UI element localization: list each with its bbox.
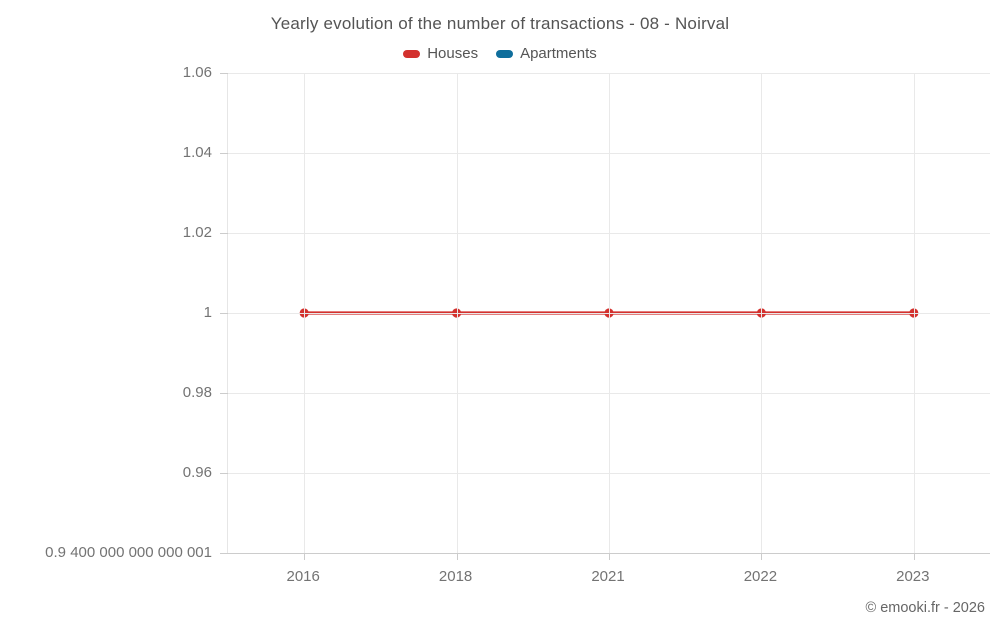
x-gridline	[761, 73, 763, 553]
x-axis-labels: 2016 2018 2021 2022 2023	[227, 566, 990, 588]
houses-swatch-icon	[403, 49, 421, 58]
x-gridline	[456, 73, 458, 553]
x-tick	[761, 553, 763, 560]
y-tick	[220, 73, 228, 74]
y-tick-label: 0.98	[182, 384, 212, 401]
legend-label-houses: Houses	[427, 45, 479, 62]
x-tick-label: 2023	[896, 568, 930, 585]
y-tick	[220, 313, 228, 314]
y-tick	[220, 473, 228, 474]
apartments-swatch-icon	[496, 49, 514, 58]
y-tick-label: 0.96	[182, 464, 212, 481]
x-gridline	[913, 73, 915, 553]
y-tick	[220, 393, 228, 394]
y-tick-label: 1.02	[182, 224, 212, 241]
y-tick-label: 1.04	[182, 144, 212, 161]
x-gridline	[304, 73, 306, 553]
y-tick	[220, 553, 228, 554]
y-tick-label: 1	[203, 304, 212, 321]
legend-item-houses[interactable]: Houses	[403, 45, 478, 62]
x-tick-label: 2016	[286, 568, 320, 585]
x-tick	[913, 553, 915, 560]
y-tick-label: 0.9 400 000 000 000 001	[45, 544, 212, 561]
x-tick-label: 2022	[743, 568, 778, 585]
copyright: © emooki.fr - 2026	[865, 600, 985, 616]
legend: Houses Apartments	[0, 45, 1000, 62]
legend-label-apartments: Apartments	[520, 45, 597, 62]
x-tick	[609, 553, 610, 560]
legend-item-apartments[interactable]: Apartments	[496, 45, 597, 62]
y-tick	[220, 233, 228, 234]
y-axis-labels: 1.06 1.04 1.02 1 0.98 0.96 0.9 400 000 000 000…	[0, 64, 212, 561]
plot-area	[220, 73, 990, 560]
chart-title: Yearly evolution of the number of transa…	[270, 14, 730, 33]
y-tick-label: 1.06	[182, 64, 212, 81]
x-tick	[304, 553, 306, 560]
x-tick	[456, 553, 458, 560]
x-tick-label: 2021	[591, 568, 625, 585]
x-gridline	[609, 73, 610, 553]
y-tick	[220, 153, 228, 154]
x-tick-label: 2018	[438, 568, 473, 585]
